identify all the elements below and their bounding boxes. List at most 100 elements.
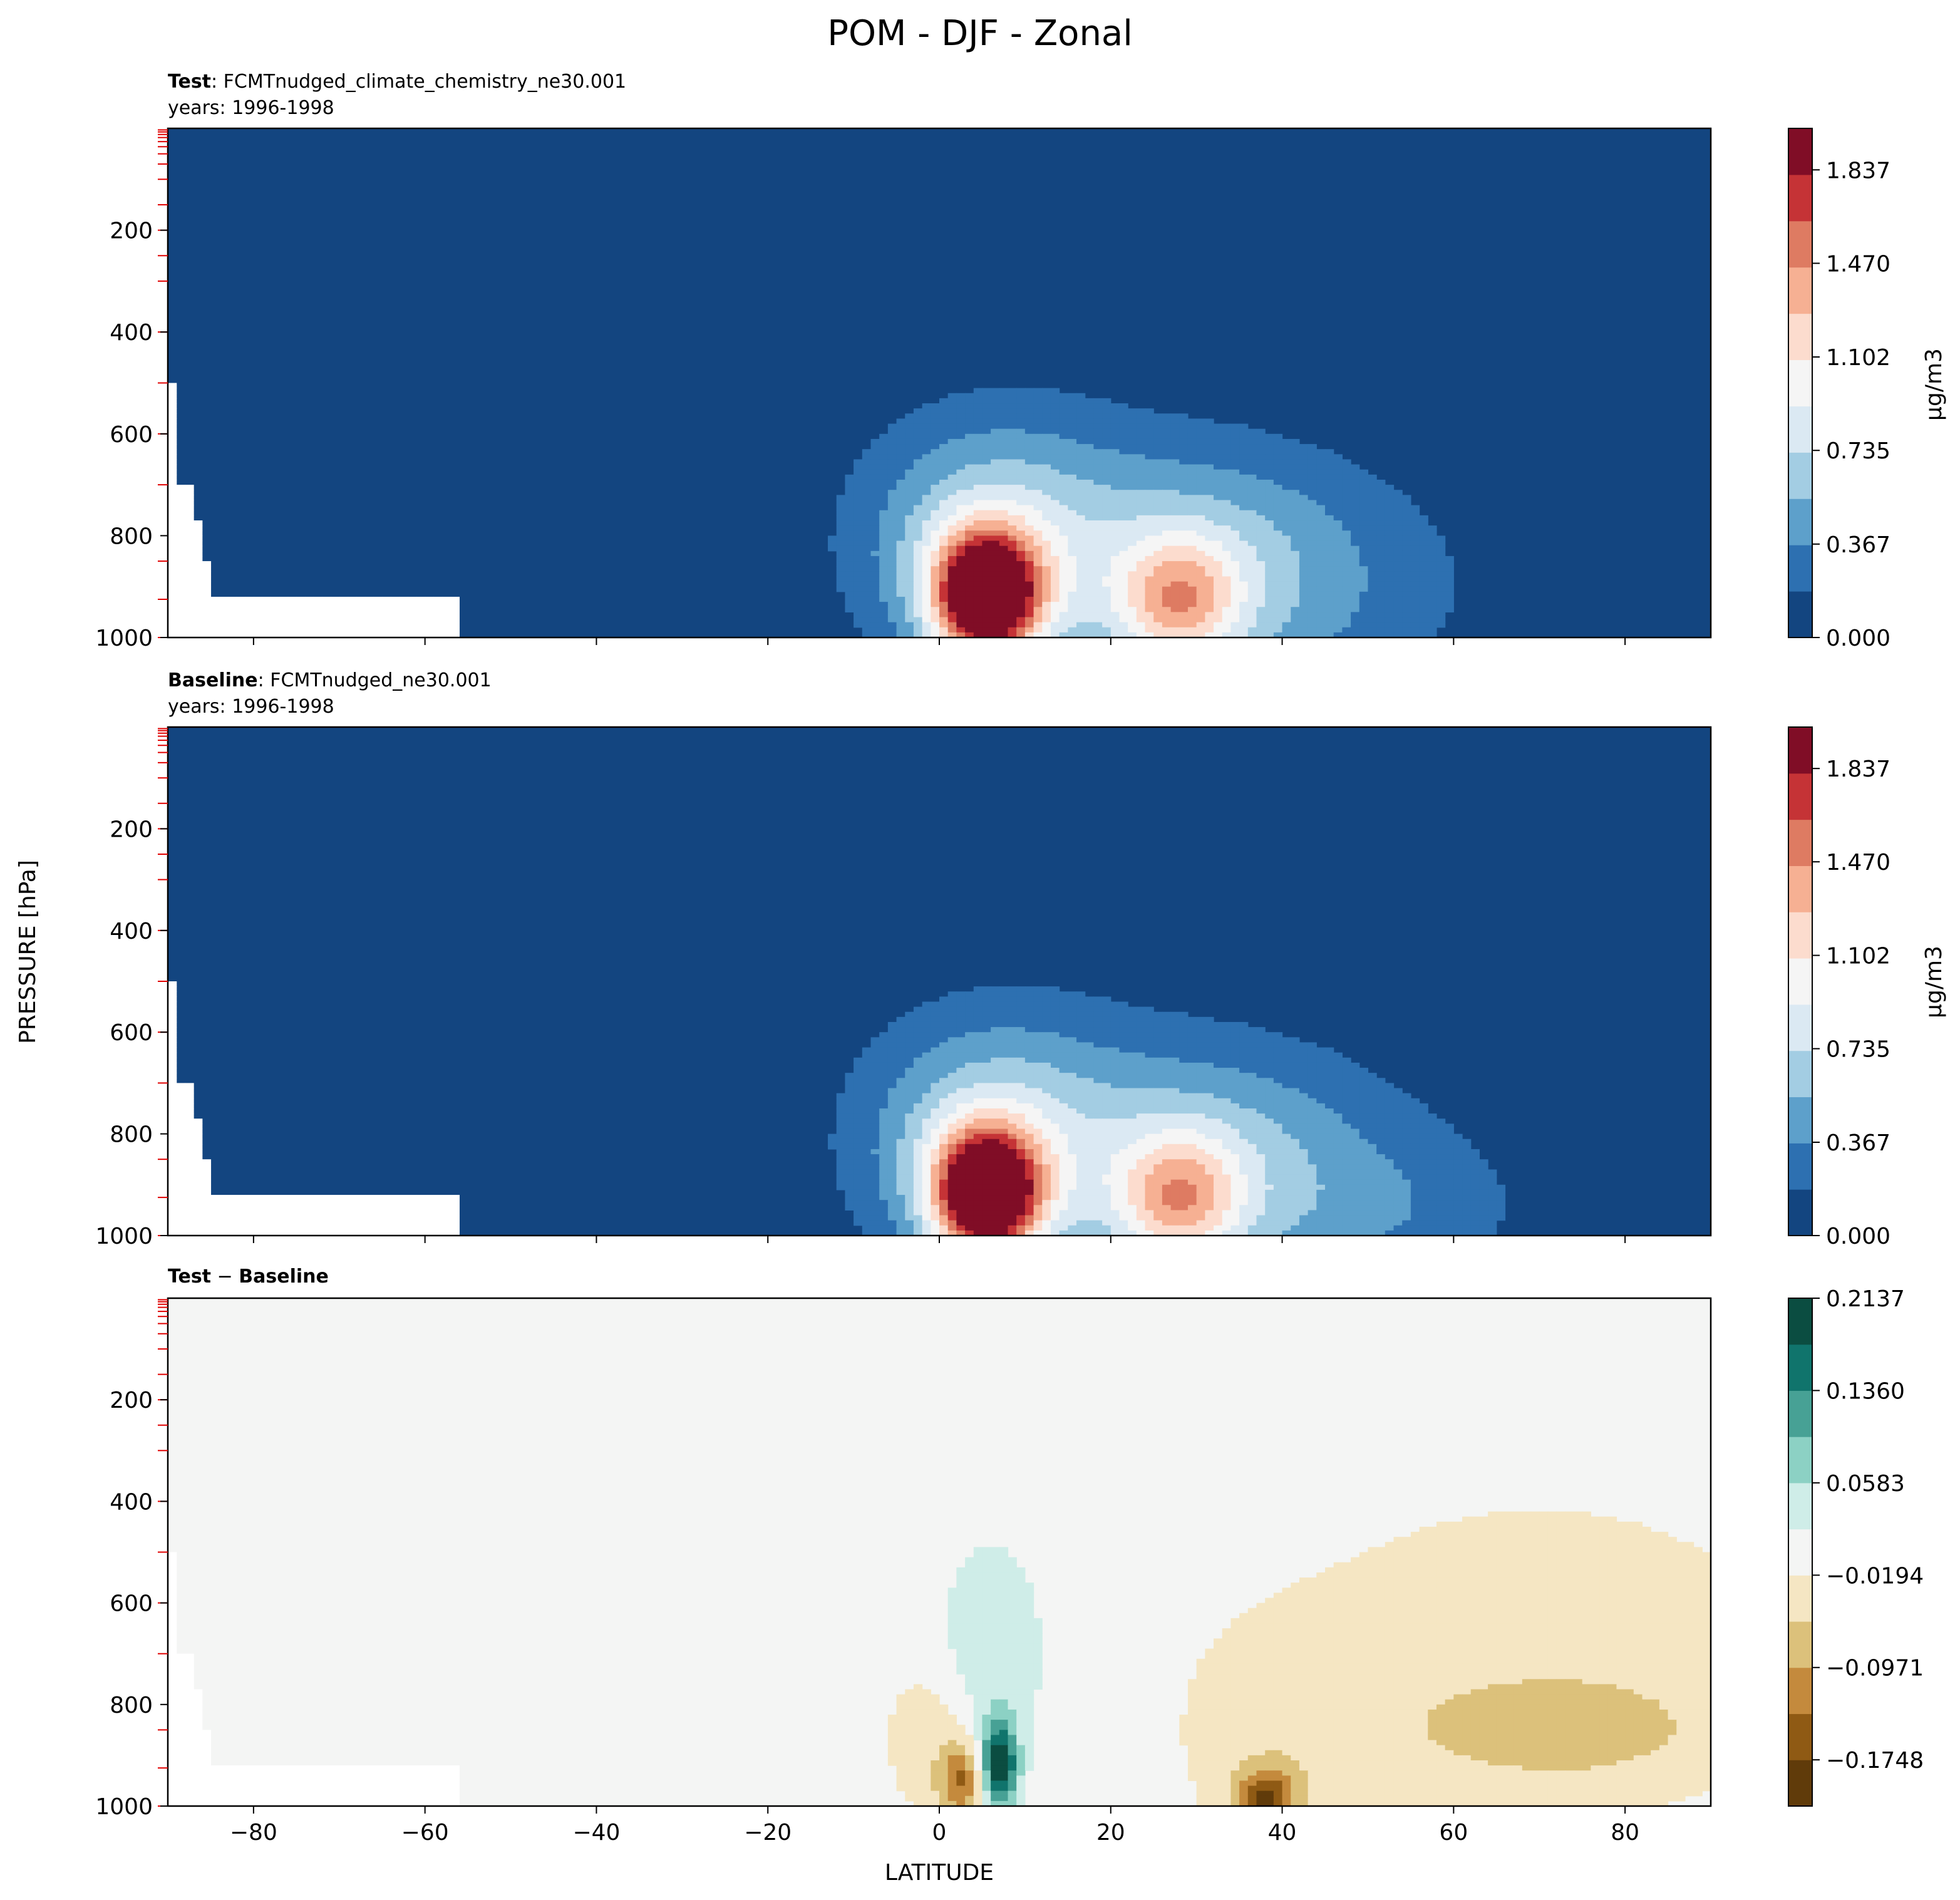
contour-cell: [887, 464, 897, 470]
contour-cell: [1179, 596, 1189, 602]
contour-cell: [1119, 495, 1128, 501]
contour-cell: [1239, 1098, 1249, 1104]
contour-cell: [1093, 520, 1103, 526]
contour-cell: [947, 433, 957, 440]
contour-cell: [1256, 469, 1266, 475]
contour-cell: [1145, 566, 1154, 572]
contour-cell: [1050, 540, 1060, 547]
contour-cell: [999, 581, 1009, 587]
contour-cell: [1325, 1108, 1334, 1114]
contour-cell: [922, 1011, 931, 1018]
contour-cell: [965, 1052, 974, 1058]
contour-cell: [1093, 1016, 1103, 1023]
contour-cell: [1008, 535, 1017, 542]
contour-cell: [1008, 1042, 1017, 1048]
contour-cell: [1059, 1006, 1068, 1013]
contour-cell: [982, 438, 991, 445]
contour-cell: [1068, 515, 1077, 521]
contour-cell: [1102, 398, 1112, 404]
contour-cell: [1128, 1118, 1137, 1124]
contour-cell: [176, 525, 185, 531]
contour-cell: [1068, 1047, 1077, 1053]
contour-cell: [1008, 474, 1017, 480]
contour-cell: [1110, 418, 1120, 425]
contour-cell: [1247, 433, 1257, 440]
contour-cell: [1016, 986, 1026, 992]
contour-cell: [905, 530, 914, 536]
contour-cell: [1342, 459, 1351, 465]
contour-cell: [1136, 1098, 1146, 1104]
contour-cell: [1402, 1108, 1411, 1114]
contour-cell: [1410, 1128, 1420, 1135]
contour-cell: [931, 1108, 940, 1114]
contour-cell: [1162, 1052, 1172, 1058]
contour-cell: [1376, 1088, 1386, 1094]
contour-cell: [185, 1133, 194, 1140]
contour-cell: [1076, 1078, 1086, 1083]
contour-cell: [202, 612, 212, 618]
contour-cell: [1187, 1037, 1197, 1043]
contour-cell: [1368, 510, 1377, 516]
contour-cell: [931, 1103, 940, 1109]
contour-cell: [1024, 607, 1034, 612]
contour-cell: [1008, 550, 1017, 557]
contour-cell: [1033, 1016, 1043, 1023]
contour-cell: [896, 1123, 905, 1130]
contour-cell: [1093, 1083, 1103, 1089]
contour-cell: [1024, 581, 1034, 587]
contour-cell: [1265, 550, 1274, 557]
contour-cell: [939, 510, 949, 516]
contour-cell: [1196, 525, 1205, 531]
contour-cell: [168, 449, 177, 455]
contour-cell: [1256, 1113, 1266, 1119]
contour-cell: [939, 1133, 949, 1140]
contour-cell: [1376, 1123, 1386, 1130]
contour-cell: [1410, 1118, 1420, 1124]
contour-cell: [1299, 550, 1309, 557]
contour-cell: [1333, 545, 1343, 552]
contour-cell: [1076, 1042, 1086, 1048]
contour-cell: [1008, 596, 1017, 602]
contour-cell: [1068, 1016, 1077, 1023]
contour-cell: [947, 622, 957, 628]
contour-cell: [1333, 632, 1343, 638]
contour-cell: [1145, 612, 1154, 618]
contour-cell: [939, 474, 949, 480]
contour-cell: [399, 617, 408, 623]
contour-cell: [1068, 1021, 1077, 1028]
contour-cell: [176, 581, 185, 587]
contour-cell: [1016, 627, 1026, 633]
contour-cell: [390, 622, 400, 628]
contour-cell: [879, 586, 889, 592]
contour-cell: [887, 612, 897, 618]
contour-cell: [1196, 444, 1205, 450]
contour-cell: [905, 617, 914, 623]
contour-cell: [1076, 991, 1086, 997]
contour-cell: [1368, 596, 1377, 602]
contour-cell: [1308, 479, 1317, 485]
contour-cell: [854, 571, 863, 577]
contour-cell: [1291, 479, 1300, 485]
contour-cell: [1342, 561, 1351, 567]
contour-cell: [982, 490, 991, 495]
contour-cell: [1351, 490, 1360, 495]
contour-cell: [1393, 495, 1403, 501]
contour-cell: [210, 627, 220, 633]
contour-cell: [1273, 1103, 1283, 1109]
contour-cell: [1136, 525, 1146, 531]
contour-cell: [425, 627, 434, 633]
contour-cell: [1042, 627, 1051, 633]
contour-cell: [193, 627, 203, 633]
contour-cell: [1196, 586, 1205, 592]
contour-cell: [965, 479, 974, 485]
contour-cell: [1256, 1037, 1266, 1043]
contour-cell: [1196, 1032, 1205, 1038]
contour-cell: [999, 596, 1009, 602]
contour-cell: [1119, 632, 1128, 638]
contour-cell: [1351, 479, 1360, 485]
contour-cell: [965, 622, 974, 628]
contour-cell: [1359, 500, 1369, 506]
contour-cell: [1196, 545, 1205, 552]
contour-cell: [339, 627, 349, 633]
contour-cell: [1059, 571, 1068, 577]
